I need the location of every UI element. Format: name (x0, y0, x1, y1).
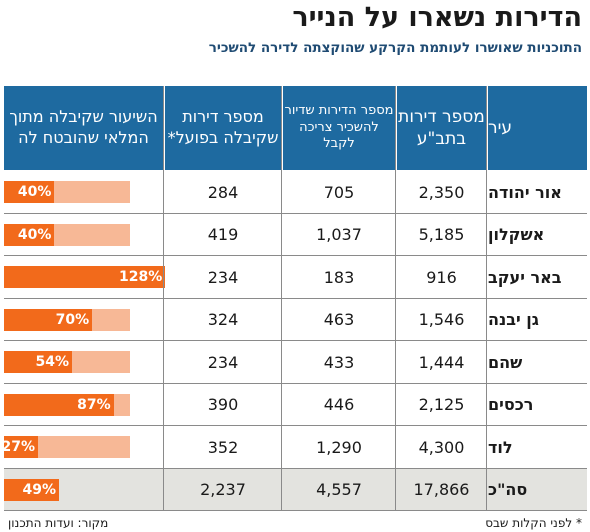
pct-bar: 40% (4, 181, 55, 204)
received-value: 2,237 (200, 480, 246, 500)
received-value: 234 (207, 352, 239, 372)
total-row-background (4, 468, 587, 511)
required-value: 446 (323, 395, 355, 415)
received-value: 284 (207, 182, 239, 202)
planned-value: 4,300 (418, 437, 465, 457)
required-value: 463 (323, 310, 355, 330)
header-required: מספר הדירות שדיור להשכיר צריכה לקבל (283, 86, 395, 170)
required-value: 1,037 (316, 225, 362, 245)
pct-bar: 49% (4, 478, 59, 501)
city-name: באר יעקב (488, 267, 562, 287)
received-value: 234 (207, 267, 239, 287)
city-name: לוד (488, 437, 513, 457)
row-separator (4, 255, 587, 256)
pct-bar: 40% (4, 223, 55, 246)
city-name: אור יהודה (488, 182, 562, 202)
city-name: גן יבנה (488, 310, 539, 330)
required-value: 4,557 (316, 480, 362, 500)
chart-title: הדירות נשארו על הנייר (292, 2, 582, 33)
column-separator (163, 86, 164, 511)
planned-value: 5,185 (418, 225, 465, 245)
pct-bar: 87% (4, 393, 114, 416)
pct-bar: 128% (4, 266, 166, 289)
planned-value: 2,350 (418, 182, 465, 202)
chart-subtitle: התוכניות שאושרו לעותמת הקרקע שהוקצתה לדי… (208, 40, 582, 56)
required-value: 183 (323, 267, 355, 287)
pct-bar: 70% (4, 308, 93, 331)
pct-bar: 54% (4, 351, 73, 374)
planned-value: 1,546 (418, 310, 465, 330)
planned-value: 2,125 (418, 395, 465, 415)
row-separator (4, 382, 587, 384)
header-pct: השיעור שקיבלה מתוך המלאי שהובטח לה (4, 86, 163, 170)
row-separator (4, 510, 587, 511)
column-separator (395, 86, 396, 511)
column-separator (281, 86, 282, 511)
city-name: שהם (488, 352, 523, 372)
city-name: רכסים (488, 395, 534, 415)
row-separator (4, 297, 587, 299)
received-value: 419 (207, 225, 239, 245)
row-separator (4, 425, 587, 426)
row-separator (4, 467, 587, 469)
header-city: עיר (488, 86, 587, 170)
column-separator (486, 86, 487, 511)
total-label: סה"כ (488, 480, 528, 500)
received-value: 324 (207, 310, 239, 330)
header-received: מספר דירות שקיבלה בפועל* (165, 86, 281, 170)
received-value: 352 (207, 437, 239, 457)
source-note: מקור: ועדות התכנון (8, 516, 109, 530)
planned-value: 916 (426, 267, 457, 287)
planned-value: 17,866 (413, 480, 470, 500)
received-value: 390 (207, 395, 239, 415)
footnote: * לפני הקלות שבס (485, 516, 582, 530)
required-value: 1,290 (316, 437, 362, 457)
row-separator (4, 340, 587, 341)
header-planned: מספר דירות בתב"ע (397, 86, 486, 170)
planned-value: 1,444 (418, 352, 465, 372)
required-value: 433 (323, 352, 355, 372)
row-separator (4, 212, 587, 214)
city-name: אשקלון (488, 225, 545, 245)
required-value: 705 (323, 182, 355, 202)
pct-bar: 27% (2, 436, 39, 459)
